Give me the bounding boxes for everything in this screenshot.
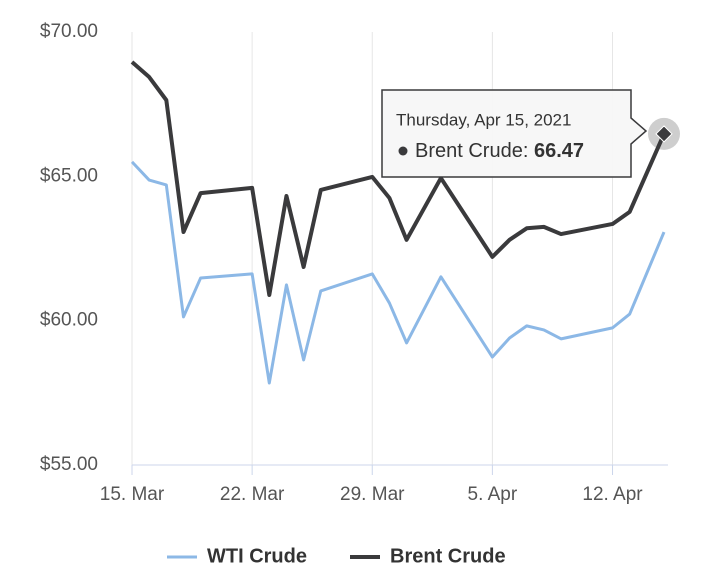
y-tick-label: $70.00 <box>40 21 98 42</box>
x-tick-label: 22. Mar <box>220 484 285 505</box>
tooltip-label: Brent Crude: <box>415 140 528 162</box>
tooltip-title: Thursday, Apr 15, 2021 <box>396 110 571 129</box>
x-tick-label: 29. Mar <box>340 484 405 505</box>
y-tick-label: $55.00 <box>40 454 98 475</box>
x-tick-label: 12. Apr <box>582 484 643 505</box>
tooltip-bullet <box>398 146 408 156</box>
x-tick-label: 5. Apr <box>468 484 518 505</box>
legend-label[interactable]: WTI Crude <box>207 545 307 567</box>
tooltip-box <box>381 89 648 178</box>
y-tick-label: $65.00 <box>40 165 98 186</box>
x-tick-label: 15. Mar <box>100 484 165 505</box>
tooltip-text: Brent Crude: 66.47 <box>415 140 584 162</box>
legend-label[interactable]: Brent Crude <box>390 545 506 567</box>
hover-marker <box>655 125 673 143</box>
series-line <box>130 160 666 385</box>
tooltip-value: 66.47 <box>534 140 584 162</box>
tooltip: Thursday, Apr 15, 2021 Brent Crude: 66.47 <box>381 89 648 178</box>
series-line <box>130 60 666 297</box>
y-tick-label: $60.00 <box>40 310 98 331</box>
